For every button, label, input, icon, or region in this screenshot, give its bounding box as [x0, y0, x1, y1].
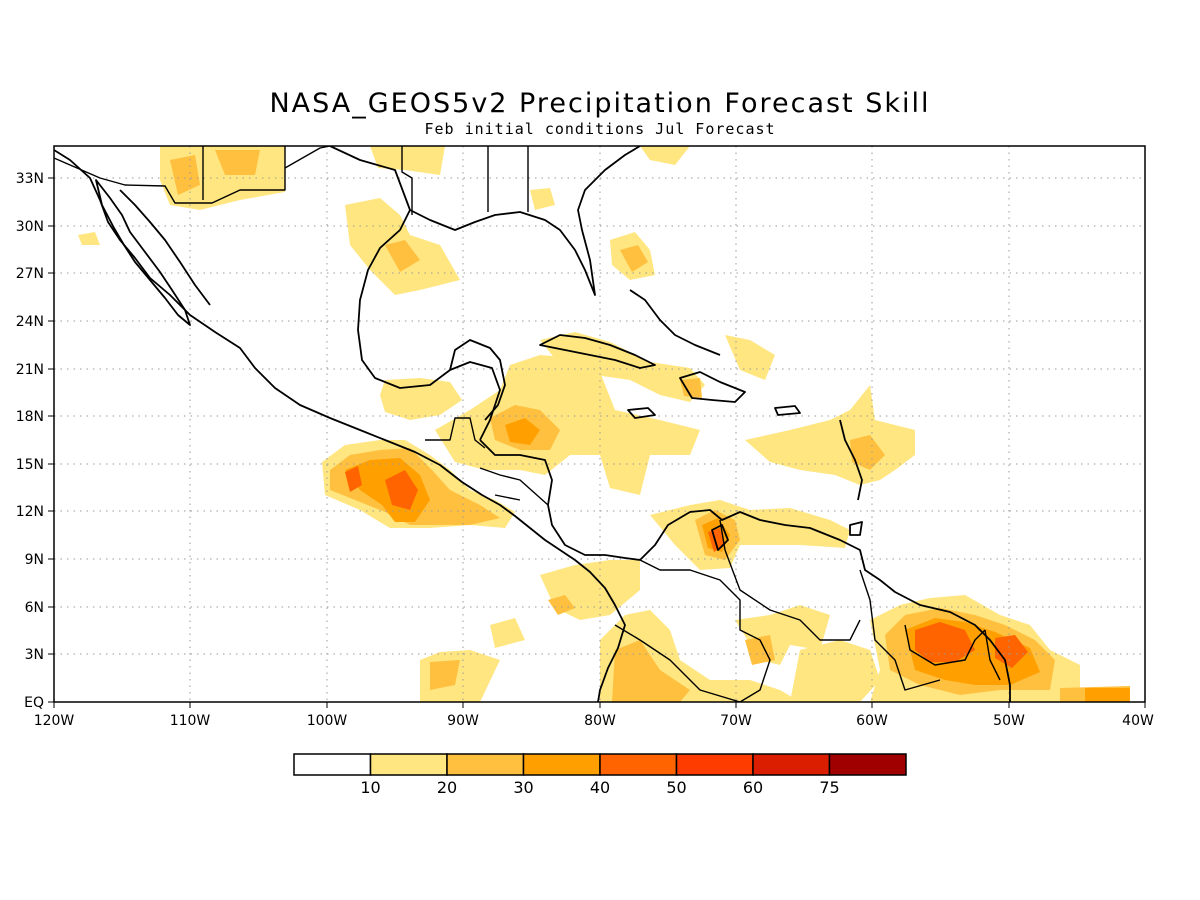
lon-tick-label: 100W	[307, 713, 348, 729]
skill-area-small-west	[78, 232, 100, 245]
lat-tick-label: 24N	[16, 314, 44, 330]
border-colombia	[639, 559, 771, 702]
border-french-guiana	[984, 629, 1001, 681]
country-borders	[54, 146, 1001, 702]
island-jamaica	[627, 407, 656, 419]
coast-baja	[95, 179, 191, 326]
lon-tick-label: 120W	[34, 713, 75, 729]
skill-area-cuba-core	[680, 378, 702, 398]
skill-area-nw-core-2	[215, 150, 260, 175]
skill-area-texas-core	[385, 240, 420, 272]
coast-caribbean-central-am	[479, 439, 641, 561]
lon-tick-label: 40W	[1122, 713, 1154, 729]
skill-area-pacific-peak-2	[345, 466, 362, 492]
coast-yucatan	[449, 339, 506, 421]
island-puerto-rico	[774, 405, 801, 416]
islands-bahamas	[629, 289, 721, 356]
skill-area-pacific-patch	[490, 618, 525, 648]
skill-area-atlantic-north	[640, 146, 690, 165]
lon-tick-label: 50W	[993, 713, 1025, 729]
border-suriname	[904, 624, 986, 666]
skill-area-honduras-core	[505, 418, 540, 445]
border-guatemala	[425, 417, 486, 449]
lat-tick-label: 21N	[16, 362, 44, 378]
lat-axis: EQ 3N 6N 9N 12N 15N 18N 21N 24N 27N 30N …	[16, 171, 54, 711]
map-title: NASA_GEOS5v2 Precipitation Forecast Skil…	[269, 88, 930, 119]
island-cuba	[539, 334, 656, 369]
border-venezuela	[719, 519, 861, 641]
map-area	[53, 145, 1146, 703]
skill-area-guianas-peak	[915, 622, 975, 662]
skill-area-south-pacific-core	[430, 660, 460, 690]
map-subtitle: Feb initial conditions Jul Forecast	[424, 120, 775, 138]
lat-tick-label: 33N	[16, 171, 44, 187]
colorbar-swatch	[369, 753, 448, 776]
skill-area-bolivia-patch	[745, 635, 775, 665]
skill-area-east-tail-core	[1085, 688, 1130, 702]
colorbar-swatch	[675, 753, 754, 776]
colorbar-tick-label: 75	[819, 778, 839, 797]
coast-lake-maracaibo	[711, 524, 729, 551]
colorbar: 10 20 30 40 50 60 75	[293, 753, 907, 797]
skill-area-florida-core	[620, 245, 648, 272]
skill-area-lesser-antilles-core	[850, 435, 885, 470]
lon-tick-label: 60W	[856, 713, 888, 729]
coast-gulf-california	[119, 189, 211, 306]
islands-lesser-antilles	[839, 419, 863, 501]
lat-tick-label: EQ	[24, 695, 44, 711]
lat-tick-label: 6N	[25, 600, 44, 616]
colorbar-tick-label: 60	[743, 778, 763, 797]
skill-area-guianas-peak-2	[995, 635, 1028, 668]
lat-tick-label: 12N	[16, 504, 44, 520]
colorbar-tick-label: 50	[666, 778, 686, 797]
colorbar-tick-label: 20	[437, 778, 457, 797]
border-guyana	[859, 569, 941, 691]
colorbar-swatch	[828, 753, 907, 776]
lon-tick-label: 90W	[447, 713, 479, 729]
lat-tick-label: 15N	[16, 457, 44, 473]
lat-tick-label: 18N	[16, 409, 44, 425]
skill-area-amazon-south	[790, 640, 880, 702]
skill-area-carolinas	[530, 188, 555, 210]
colorbar-tick-label: 10	[360, 778, 380, 797]
lat-tick-label: 3N	[25, 647, 44, 663]
skill-area-central-america	[435, 355, 700, 495]
lat-tick-label: 27N	[16, 266, 44, 282]
colorbar-swatch	[599, 753, 678, 776]
lon-axis: 120W 110W 100W 90W 80W 70W 60W 50W 40W	[34, 702, 1154, 729]
coast-us-gulf	[409, 146, 641, 296]
border-peru-ecuador	[614, 624, 741, 702]
skill-area-pacific-peak	[385, 470, 418, 510]
coast-pacific-mexico	[54, 149, 626, 702]
island-trinidad	[849, 521, 863, 536]
colorbar-swatch	[446, 753, 525, 776]
colorbar-swatch	[293, 753, 372, 776]
coastlines	[54, 146, 1011, 702]
colorbar-swatch	[522, 753, 601, 776]
skill-area-colombia-core	[548, 595, 575, 615]
lat-tick-label: 30N	[16, 219, 44, 235]
colorbar-tick-label: 30	[513, 778, 533, 797]
island-hispaniola	[679, 371, 746, 403]
skill-area-amazon-west-core	[612, 640, 690, 702]
skill-area-cuba	[540, 332, 705, 402]
lon-tick-label: 70W	[720, 713, 752, 729]
border-us-states	[202, 146, 529, 215]
colorbar-tick-label: 40	[590, 778, 610, 797]
lat-tick-label: 9N	[25, 552, 44, 568]
border-us-mexico	[54, 146, 286, 204]
skill-area-nw-core	[170, 155, 200, 195]
lon-tick-label: 80W	[584, 713, 616, 729]
border-honduras-nicaragua	[479, 467, 549, 506]
colorbar-swatch	[752, 753, 831, 776]
lon-tick-label: 110W	[170, 713, 211, 729]
